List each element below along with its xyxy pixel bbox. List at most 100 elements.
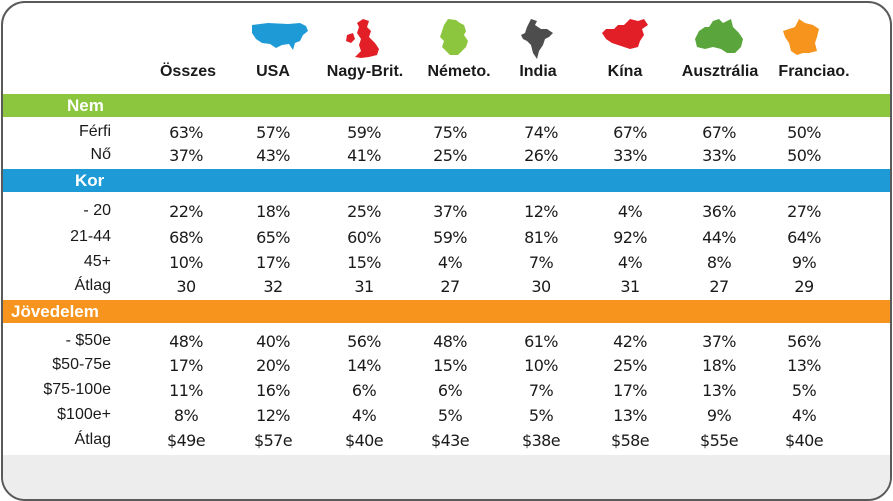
column-header-germany: Németo.	[427, 63, 491, 80]
uk-map-icon	[346, 19, 379, 58]
table-cell: 29	[794, 277, 814, 296]
table-cell: 14%	[347, 356, 381, 375]
table-cell: 25%	[613, 356, 647, 375]
section-title-income: Jövedelem	[11, 302, 99, 321]
column-header-uk: Nagy-Brit.	[326, 63, 404, 80]
table-cell: $55e	[700, 431, 739, 450]
table-cell: 9%	[791, 253, 817, 272]
table-cell: $43e	[431, 431, 470, 450]
column-header-australia: Ausztrália	[681, 63, 759, 80]
table-cell: 61%	[524, 332, 558, 351]
table-cell: 27	[709, 277, 729, 296]
table-cell: 74%	[524, 123, 558, 142]
table-cell: 16%	[256, 381, 290, 400]
table-cell: 37%	[702, 332, 736, 351]
table-cell: 48%	[433, 332, 467, 351]
table-cell: 17%	[169, 356, 203, 375]
table-cell: 5%	[791, 381, 817, 400]
table-cell: 59%	[433, 228, 467, 247]
row-label: - $50e	[65, 332, 111, 349]
table-cell: 11%	[169, 381, 203, 400]
france-map-icon	[783, 19, 819, 55]
table-cell: 12%	[524, 202, 558, 221]
table-cell: 67%	[702, 123, 736, 142]
table-cell: 4%	[437, 253, 463, 272]
table-cell: 4%	[617, 202, 643, 221]
table-cell: 65%	[256, 228, 290, 247]
australia-map-icon	[695, 19, 743, 53]
table-cell: 44%	[702, 228, 736, 247]
section-band-income: Jövedelem	[3, 300, 890, 323]
section-title-gender: Nem	[67, 96, 104, 115]
table-cell: $40e	[345, 431, 384, 450]
table-cell: 6%	[351, 381, 377, 400]
row-label: Férfi	[79, 123, 111, 140]
table-cell: 25%	[433, 146, 467, 165]
table-cell: 8%	[706, 253, 732, 272]
table-cell: 37%	[169, 146, 203, 165]
table-cell: 22%	[169, 202, 203, 221]
table-cell: 57%	[256, 123, 290, 142]
column-header-china: Kína	[607, 63, 643, 80]
row-label: Átlag	[74, 431, 111, 448]
table-cell: 9%	[706, 406, 732, 425]
table-cell: 7%	[528, 381, 554, 400]
table-cell: 67%	[613, 123, 647, 142]
section-title-age: Kor	[75, 171, 105, 190]
table-cell: 17%	[613, 381, 647, 400]
table-cell: 92%	[613, 228, 647, 247]
table-cell: 32	[263, 277, 283, 296]
table-cell: 4%	[351, 406, 377, 425]
table-cell: 40%	[256, 332, 290, 351]
table-cell: 63%	[169, 123, 203, 142]
china-map-icon	[602, 19, 648, 49]
table-cell: 10%	[524, 356, 558, 375]
table-cell: 15%	[347, 253, 381, 272]
table-cell: $40e	[785, 431, 824, 450]
table-cell: $38e	[522, 431, 561, 450]
table-cell: 26%	[524, 146, 558, 165]
row-label: 21-44	[70, 228, 111, 245]
table-cell: $57e	[254, 431, 293, 450]
table-cell: 50%	[787, 123, 821, 142]
table-cell: 31	[620, 277, 640, 296]
table-cell: 5%	[437, 406, 463, 425]
section-band-age: Kor	[3, 169, 890, 192]
table-cell: 13%	[787, 356, 821, 375]
row-label: Átlag	[74, 277, 111, 294]
table-cell: 30	[531, 277, 551, 296]
table-cell: 18%	[702, 356, 736, 375]
table-cell: 33%	[613, 146, 647, 165]
footer-strip	[3, 455, 890, 499]
table-cell: 56%	[347, 332, 381, 351]
table-cell: 4%	[791, 406, 817, 425]
table-cell: 20%	[256, 356, 290, 375]
germany-map-icon	[440, 19, 468, 55]
table-cell: 30	[176, 277, 196, 296]
table-cell: 6%	[437, 381, 463, 400]
table-cell: 5%	[528, 406, 554, 425]
table-cell: 64%	[787, 228, 821, 247]
column-header-france: Franciao.	[778, 63, 850, 80]
row-label: 45+	[83, 253, 111, 270]
table-cell: 42%	[613, 332, 647, 351]
table-cell: 68%	[169, 228, 203, 247]
india-map-icon	[521, 19, 553, 59]
table-cell: 25%	[347, 202, 381, 221]
row-label: Nő	[90, 146, 111, 163]
column-header-total: Összes	[159, 63, 217, 80]
table-cell: 75%	[433, 123, 467, 142]
row-label: $100e+	[57, 406, 111, 423]
table-cell: 50%	[787, 146, 821, 165]
table-cell: 7%	[528, 253, 554, 272]
table-cell: 8%	[173, 406, 199, 425]
section-band-gender: Nem	[3, 94, 890, 117]
column-header-india: India	[519, 63, 557, 80]
table-cell: 33%	[702, 146, 736, 165]
usa-map-icon	[252, 23, 308, 50]
table-cell: 43%	[256, 146, 290, 165]
table-cell: $58e	[611, 431, 650, 450]
row-label: $75-100e	[43, 381, 111, 398]
row-label: $50-75e	[52, 356, 111, 373]
table-cell: 36%	[702, 202, 736, 221]
